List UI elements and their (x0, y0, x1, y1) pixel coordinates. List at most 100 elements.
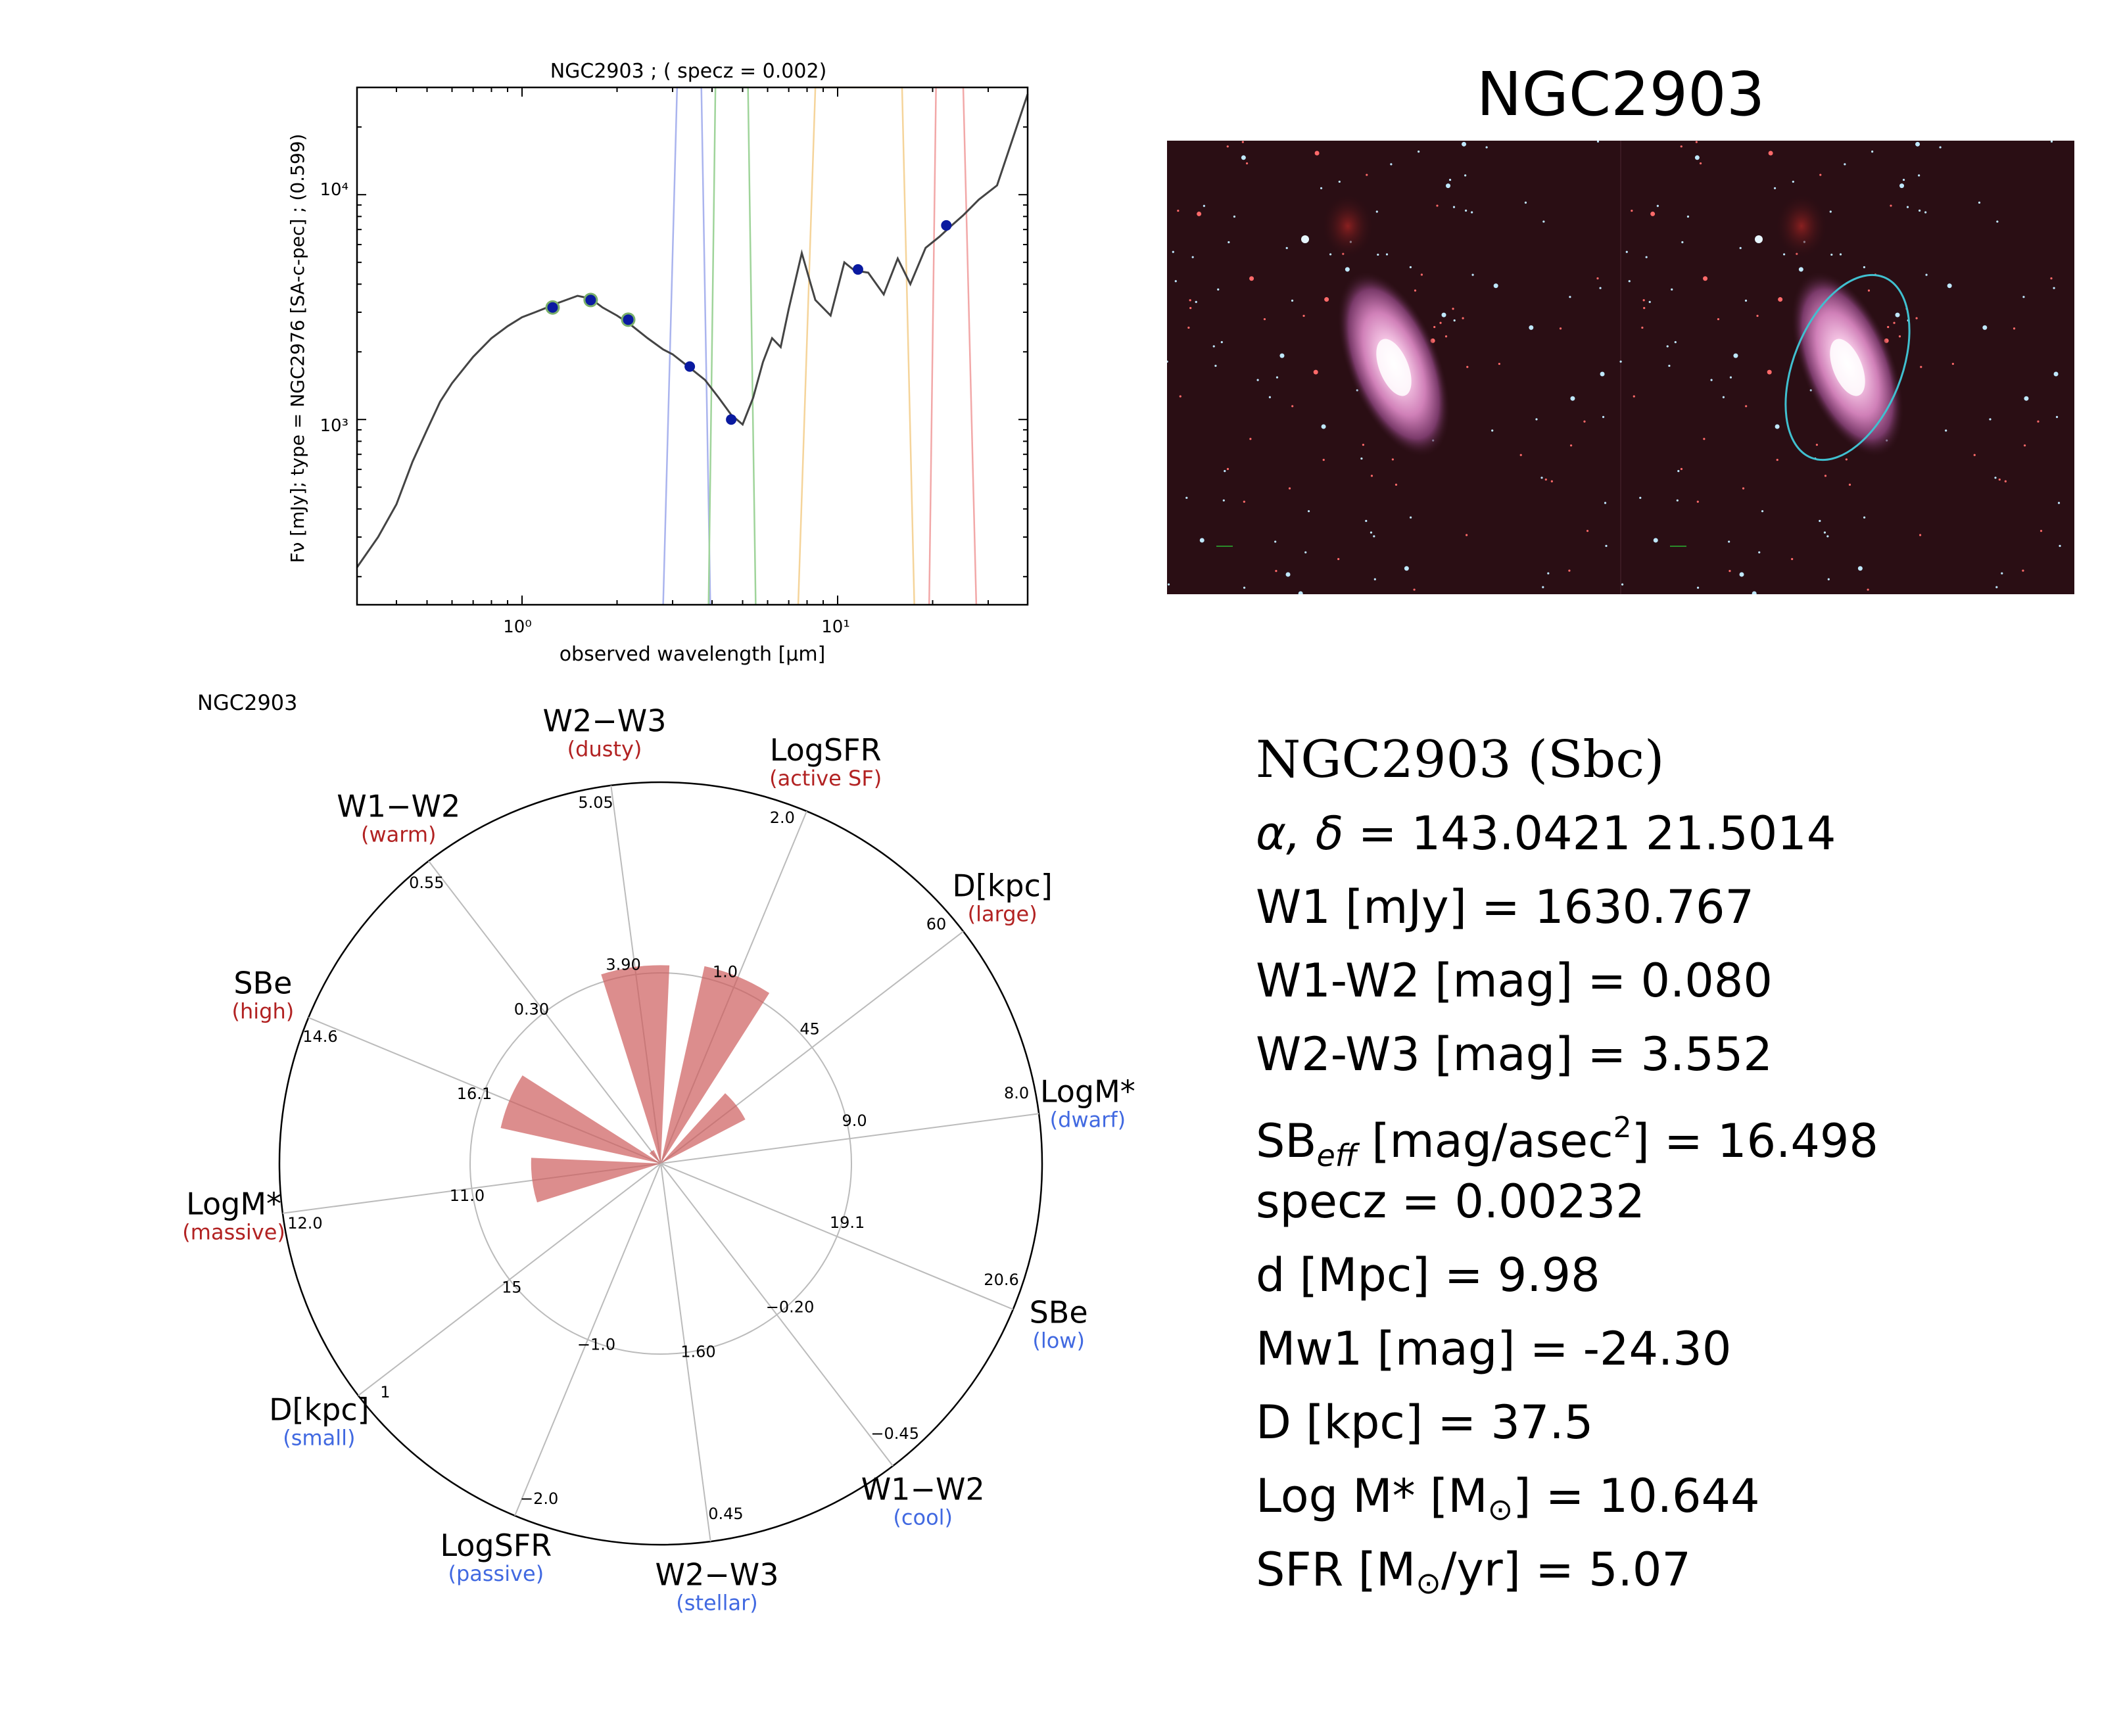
star (1823, 531, 1826, 534)
star (1320, 187, 1323, 189)
star (1844, 163, 1846, 166)
image-title: NGC2903 (1476, 59, 1765, 129)
star (1436, 204, 1439, 207)
star (1413, 588, 1416, 591)
star (2037, 420, 2040, 423)
star (1226, 145, 1229, 148)
star (2057, 502, 2061, 504)
star (1441, 312, 1446, 317)
star (1366, 174, 1368, 176)
star (2055, 415, 2059, 418)
star (1298, 591, 1303, 594)
star (1773, 187, 1777, 189)
radar-outer-tick: 20.6 (984, 1271, 1018, 1289)
sun-symbol: ⊙ (1416, 1565, 1441, 1601)
star (1395, 483, 1398, 486)
mw1-row: Mw1 [mag] = -24.30 (1256, 1322, 1732, 1376)
star (1729, 376, 1732, 379)
star (1540, 477, 1543, 479)
star (1887, 325, 1890, 329)
radar-bar (601, 965, 670, 1163)
star (1680, 467, 1683, 471)
star (1758, 551, 1761, 553)
star (1645, 256, 1648, 258)
star (1902, 178, 1905, 181)
radar-axis-label: LogM* (186, 1186, 281, 1221)
star (1547, 572, 1550, 575)
star (1174, 280, 1177, 283)
radar-caption: NGC2903 (197, 690, 298, 715)
star (1410, 516, 1412, 519)
sfr-pre: SFR [M (1256, 1543, 1416, 1597)
star (1596, 141, 1600, 143)
star (2050, 141, 2053, 143)
star (1462, 141, 1467, 147)
radar-spoke (660, 1163, 894, 1466)
nebula-left (1322, 193, 1374, 259)
star (1680, 145, 1682, 148)
star (1628, 280, 1631, 283)
radar-outer-tick: −2.0 (520, 1490, 558, 1508)
star (1729, 570, 1731, 573)
radar-inner-tick: 0.30 (514, 1000, 549, 1018)
star (1995, 586, 1998, 588)
logm-pre: Log M* [M (1256, 1469, 1488, 1523)
photometry-point (684, 361, 696, 372)
star (1570, 396, 1575, 401)
star (1906, 206, 1909, 208)
photometry-point (941, 220, 952, 231)
star (1222, 499, 1225, 502)
radar-outer-tick: 14.6 (302, 1027, 337, 1046)
radar-axis-label: SBe (233, 965, 292, 1000)
star (1867, 588, 1869, 591)
radar-inner-tick: −1.0 (577, 1336, 615, 1354)
star (1414, 289, 1417, 292)
star (1189, 299, 1191, 302)
star (1199, 538, 1205, 543)
star (1471, 211, 1473, 214)
radar-outer-tick: 5.05 (578, 793, 613, 812)
radar-spoke (660, 1113, 1039, 1164)
star (2001, 572, 2003, 575)
star (1642, 299, 1645, 302)
star (1728, 540, 1730, 543)
star (1739, 572, 1744, 577)
star (1224, 470, 1226, 473)
logm-row: Log M* [M⊙] = 10.644 (1256, 1459, 1878, 1533)
sed-xtick-2: 10¹ (821, 617, 850, 637)
radar-inner-tick: 45 (799, 1020, 820, 1038)
star (1863, 266, 1866, 269)
radar-axis-label: LogSFR (770, 732, 882, 768)
radar-inner-tick: 1.60 (680, 1343, 715, 1361)
star (1631, 209, 1633, 212)
star (1596, 277, 1599, 280)
star (1569, 296, 1571, 298)
star (1899, 183, 1905, 189)
star (1951, 362, 1954, 365)
radar-axis-sublabel: (large) (968, 901, 1038, 926)
radar-spoke (660, 1163, 1014, 1310)
star (1586, 530, 1589, 532)
radar-axis-label: LogSFR (440, 1528, 552, 1563)
sed-xtick-1: 10⁰ (503, 617, 532, 637)
radar-plot: NGC2903 0.300.55W1−W2(warm)3.905.05W2−W3… (182, 690, 1135, 1615)
star (1668, 364, 1671, 367)
star (1285, 246, 1288, 249)
coords-value: = 143.0421 21.5014 (1343, 807, 1836, 860)
filter-curve (662, 86, 711, 605)
star (1276, 376, 1279, 379)
star (1291, 299, 1294, 302)
star (1529, 325, 1534, 330)
star (1226, 467, 1229, 471)
radar-bar (661, 1093, 746, 1163)
star (1203, 204, 1205, 207)
star (1453, 319, 1456, 322)
star (1301, 235, 1309, 243)
info-panel: NGC2903 (Sbc) α, δ = 143.0421 21.5014 W1… (1256, 723, 1878, 1607)
star (1782, 253, 1786, 256)
radar-inner-tick: −0.20 (766, 1298, 815, 1317)
sfr-post: /yr] = 5.07 (1441, 1543, 1691, 1597)
radar-outer-tick: 1 (380, 1383, 390, 1401)
filter-curves (662, 86, 978, 605)
star (1279, 353, 1285, 358)
